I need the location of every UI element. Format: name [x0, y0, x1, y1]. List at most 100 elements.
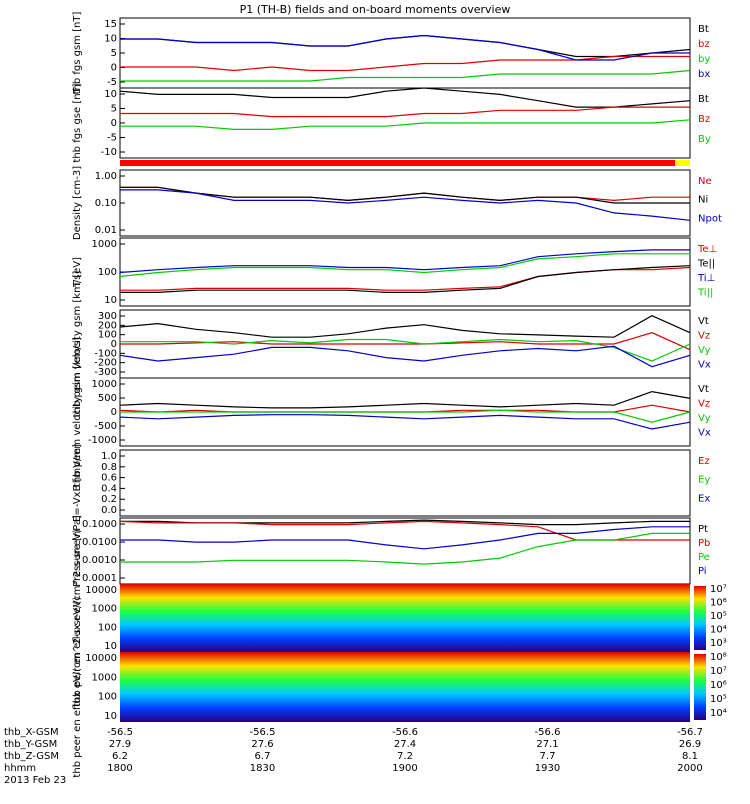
legend-Ni: Ni	[698, 195, 708, 206]
y-tick-label: -300	[94, 367, 117, 378]
y-tick-label: 5	[111, 48, 117, 59]
panel-peir_eflux: thb peir en eflux eV/(cm^2-s-sr-eV) 10000…	[72, 529, 727, 707]
footer-value: 1900	[392, 763, 417, 774]
colorbar-label: 10⁵	[710, 611, 727, 622]
series-line-Bt	[120, 34, 691, 58]
y-tick-label: 0.1000	[82, 519, 117, 530]
y-tick-label: 0.10	[95, 198, 117, 209]
y-tick-label: 0	[111, 118, 117, 129]
series-line-Ti||	[119, 253, 690, 278]
y-tick-label: 0.0010	[82, 555, 117, 566]
footer-value: 1830	[250, 763, 275, 774]
series-line-Pi	[120, 526, 690, 550]
footer-value: -56.5	[250, 727, 276, 738]
panel-efield: E=-VxB [mV/m] 1.00.80.60.40.20.0 Ez Ey Ex	[72, 444, 710, 522]
y-tick-label: 0	[111, 63, 117, 74]
panel-frame	[119, 169, 691, 237]
footer-value: 7.7	[540, 751, 556, 762]
footer-value: 2000	[677, 763, 702, 774]
spectrogram	[120, 652, 690, 722]
legend-Pi: Pi	[698, 566, 707, 577]
legend-By: By	[698, 134, 711, 145]
colorbar-label: 10⁸	[710, 652, 727, 663]
y-tick-label: 10	[104, 295, 117, 306]
legend-Vx: Vx	[698, 360, 711, 371]
legend-Ti⊥: Ti⊥	[697, 273, 715, 284]
y-tick-label: 10000	[85, 653, 117, 664]
y-axis-label: thb peir en eflux eV/(cm^2-s-sr-eV)	[72, 529, 83, 707]
y-tick-label: 1000	[92, 604, 117, 615]
legend-Bt: Bt	[698, 24, 709, 35]
y-tick-label: -100	[94, 348, 117, 359]
y-axis-label: T [eV]	[72, 257, 83, 288]
footer-value: 1930	[535, 763, 560, 774]
panel-fgs_gse: thb fgs gse [nT] 10 5 0 -5 -10 Bt Bz By	[72, 83, 711, 162]
footer-value: 27.6	[251, 739, 273, 750]
legend-Bz: Bz	[698, 114, 710, 125]
y-tick-label: -200	[94, 358, 117, 369]
legend-Pe: Pe	[698, 552, 710, 563]
y-tick-label: 5	[111, 104, 117, 115]
y-axis-label: thb peer en eflux eV/(cm^2-s-sr-eV)	[72, 596, 83, 777]
y-tick-label: 0.6	[101, 473, 117, 484]
y-tick-label: 10	[104, 641, 117, 652]
panel-frame	[119, 517, 691, 585]
series-line-Bt	[119, 87, 691, 108]
legend-Npot: Npot	[698, 213, 722, 224]
legend-Vx: Vx	[698, 428, 711, 439]
footer-value: 6.2	[112, 751, 128, 762]
footer-row-label: thb_X-GSM	[4, 727, 59, 738]
y-tick-label: 0	[111, 407, 117, 418]
y-tick-label: 100	[98, 692, 117, 703]
colorbar-label: 10⁷	[710, 666, 727, 677]
footer-value: -56.6	[392, 727, 418, 738]
y-tick-label: 15	[104, 19, 117, 30]
colorbar-label: 10³	[710, 638, 727, 649]
series-line-Vy	[120, 409, 691, 423]
y-axis-label: thb fgs gse [nT]	[72, 83, 83, 162]
series-line-Vx	[119, 414, 691, 430]
y-tick-label: 100	[98, 622, 117, 633]
series-line-Vt	[119, 390, 691, 409]
y-tick-label: 1000	[92, 672, 117, 683]
footer-value: -56.6	[535, 727, 561, 738]
legend-Vt: Vt	[698, 316, 709, 327]
y-tick-label: 100	[98, 267, 117, 278]
series-line-by	[120, 69, 691, 82]
legend-Ti||: Ti||	[697, 288, 713, 299]
legend-Bt: Bt	[698, 94, 709, 105]
footer-row-label: hhmm	[4, 763, 36, 774]
panel-pressure: Pressure [nPa] 0.1000 0.0100 0.0010 0.0001 Pt…	[72, 515, 710, 587]
y-axis-label: thb fgs gsm [nT]	[72, 12, 83, 95]
y-tick-label: -1000	[88, 435, 117, 446]
y-tick-label: 300	[98, 311, 117, 322]
series-line-bz	[120, 55, 690, 72]
legend-Te||: Te||	[697, 259, 715, 270]
y-tick-label: -5	[107, 77, 117, 88]
y-tick-label: 10	[104, 89, 117, 100]
colorbar	[694, 654, 706, 720]
footer-value: 26.9	[679, 739, 701, 750]
y-tick-label: 0.0	[101, 505, 117, 516]
colorbar-label: 10⁴	[710, 708, 727, 719]
panel-peim_velocity: thb peim velocity gsm [km/s] 3002001000-1…	[72, 271, 711, 418]
footer-value: 27.9	[109, 739, 131, 750]
legend-by: by	[698, 54, 710, 65]
legend-Te⊥: Te⊥	[697, 244, 717, 255]
panel-frame	[119, 449, 691, 517]
y-axis-label: Density [cm-3]	[72, 166, 83, 240]
y-axis-label: E=-VxB [mV/m]	[72, 444, 83, 522]
panel-density: Density [cm-3] 1.00 0.10 0.01 Ne Ni Npot	[72, 166, 722, 240]
colorbar-label: 10⁴	[710, 625, 727, 636]
series-line-Pe	[120, 532, 690, 565]
status-bar-end	[675, 160, 690, 166]
panel-frame	[119, 237, 691, 307]
series-line-Vx	[119, 345, 691, 368]
y-tick-label: 0.4	[101, 483, 117, 494]
y-tick-label: 200	[98, 320, 117, 331]
panel-frame	[119, 87, 691, 159]
status-bar	[120, 160, 680, 166]
legend-Vz: Vz	[698, 331, 710, 342]
series-line-Vy	[120, 338, 691, 362]
